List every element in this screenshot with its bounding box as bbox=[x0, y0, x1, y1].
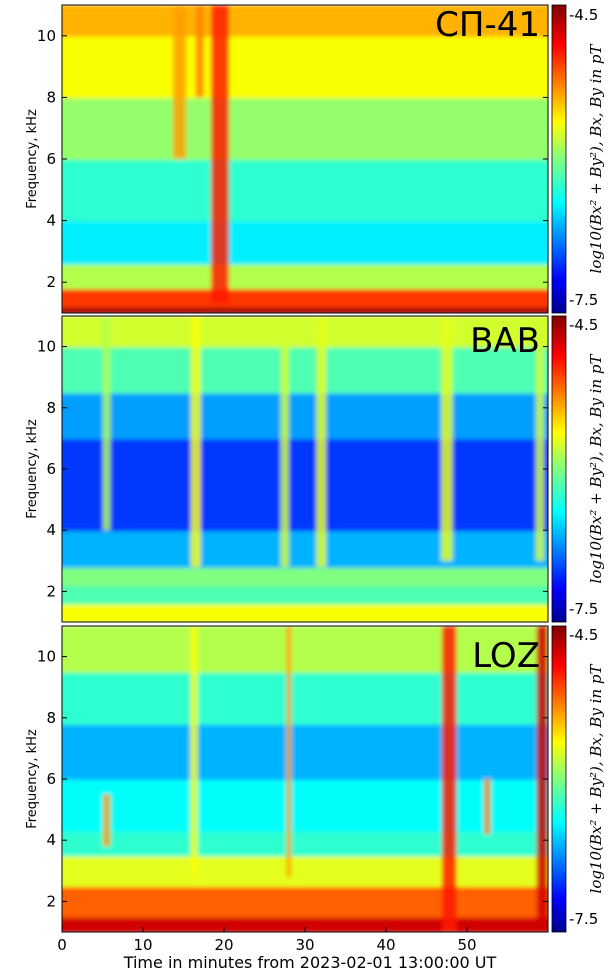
band-2 bbox=[62, 855, 548, 888]
y-tick-label: 4 bbox=[46, 831, 56, 849]
band-5 bbox=[62, 392, 548, 440]
colorbar-min-bab: -7.5 bbox=[569, 600, 598, 618]
colorbar-min-loz: -7.5 bbox=[569, 910, 598, 928]
band-6 bbox=[62, 35, 548, 99]
y-tick-label: 8 bbox=[46, 399, 56, 417]
x-tick-label: 30 bbox=[295, 936, 314, 954]
station-label-bab: BAB bbox=[470, 321, 540, 361]
colorbar-sp41 bbox=[551, 4, 567, 314]
burst-2 bbox=[286, 626, 292, 877]
x-tick-label: 40 bbox=[376, 936, 395, 954]
band-2 bbox=[62, 263, 548, 290]
y-tick-label: 2 bbox=[46, 273, 56, 291]
band-4 bbox=[62, 159, 548, 222]
burst-0 bbox=[211, 5, 229, 304]
band-1 bbox=[62, 886, 548, 918]
station-label-sp41: СП-41 bbox=[435, 5, 540, 45]
burst-5 bbox=[535, 316, 544, 561]
burst-4 bbox=[484, 779, 491, 835]
colorbar-max-sp41: -4.5 bbox=[569, 6, 598, 24]
band-4 bbox=[62, 438, 548, 532]
burst-1 bbox=[190, 626, 198, 877]
band-7 bbox=[62, 316, 548, 348]
band-2 bbox=[62, 566, 548, 587]
y-tick-label: 8 bbox=[46, 709, 56, 727]
band-6 bbox=[62, 671, 548, 725]
x-tick-label: 0 bbox=[57, 936, 67, 954]
y-tick-label: 10 bbox=[37, 27, 56, 45]
band-5 bbox=[62, 97, 548, 160]
band-3 bbox=[62, 220, 548, 265]
panel-sp41: 2 4 6 8 10 Frequency, kHz СП-41 -4.5 -7.5 lo… bbox=[25, 4, 605, 314]
burst-4 bbox=[441, 316, 453, 561]
x-tick-label: 20 bbox=[214, 936, 233, 954]
x-axis-label: Time in minutes from 2023-02-01 13:00:00… bbox=[123, 953, 497, 972]
y-tick-label: 6 bbox=[46, 770, 56, 788]
y-ticks-loz: 2 4 6 8 10 bbox=[37, 648, 548, 910]
colorbar-max-bab: -4.5 bbox=[569, 316, 598, 334]
spectrogram-bab bbox=[62, 316, 548, 622]
colorbar-label-loz: log10(Bx² + By²), Bx, By in pT bbox=[587, 664, 605, 894]
colorbar-bab bbox=[551, 315, 567, 623]
colorbar-label-bab: log10(Bx² + By²), Bx, By in pT bbox=[587, 354, 605, 584]
colorbar-min-sp41: -7.5 bbox=[569, 291, 598, 309]
band-0 bbox=[62, 603, 548, 622]
y-tick-label: 6 bbox=[46, 150, 56, 168]
burst-3 bbox=[441, 626, 457, 932]
panel-loz: 2 4 6 8 10 0 10 20 30 40 50 Frequency, kHz LOZ -4… bbox=[25, 625, 605, 954]
colorbar-label-sp41: log10(Bx² + By²), Bx, By in pT bbox=[587, 44, 605, 274]
y-tick-label: 2 bbox=[46, 892, 56, 910]
y-tick-label: 4 bbox=[46, 212, 56, 230]
band-7 bbox=[62, 5, 548, 37]
band-6 bbox=[62, 346, 548, 394]
burst-2 bbox=[280, 316, 289, 567]
y-tick-label: 4 bbox=[46, 521, 56, 539]
burst-5 bbox=[536, 626, 548, 932]
burst-1 bbox=[190, 316, 201, 567]
colorbar-loz bbox=[551, 625, 567, 933]
band-7 bbox=[62, 626, 548, 673]
y-tick-label: 10 bbox=[37, 648, 56, 666]
colorbar-max-loz: -4.5 bbox=[569, 626, 598, 644]
band-5 bbox=[62, 723, 548, 780]
band-1 bbox=[62, 288, 548, 308]
y-ticks-bab: 2 4 6 8 10 bbox=[37, 338, 548, 600]
burst-2 bbox=[195, 5, 204, 98]
band-0 bbox=[62, 306, 548, 313]
y-tick-label: 10 bbox=[37, 338, 56, 356]
band-1 bbox=[62, 585, 548, 605]
x-tick-label: 10 bbox=[133, 936, 152, 954]
y-tick-label: 8 bbox=[46, 88, 56, 106]
x-ticks-loz: 0 10 20 30 40 50 bbox=[57, 927, 477, 954]
band-3 bbox=[62, 831, 548, 857]
spectrogram-loz bbox=[62, 626, 548, 932]
burst-0 bbox=[102, 794, 111, 847]
y-ticks-sp41: 2 4 6 8 10 bbox=[37, 27, 548, 291]
panel-bab: 2 4 6 8 10 Frequency, kHz BAB -4.5 -7.5 log1… bbox=[25, 315, 605, 623]
band-3 bbox=[62, 530, 548, 568]
band-0 bbox=[62, 916, 548, 932]
x-tick-label: 50 bbox=[457, 936, 476, 954]
band-4 bbox=[62, 779, 548, 833]
burst-1 bbox=[172, 5, 186, 159]
y-axis-label-loz: Frequency, kHz bbox=[25, 729, 40, 829]
spectrogram-sp41 bbox=[62, 5, 548, 313]
station-label-loz: LOZ bbox=[472, 636, 540, 676]
y-axis-label-sp41: Frequency, kHz bbox=[25, 109, 40, 209]
burst-0 bbox=[102, 316, 111, 531]
y-axis-label-bab: Frequency, kHz bbox=[25, 419, 40, 519]
burst-3 bbox=[316, 316, 327, 567]
y-tick-label: 2 bbox=[46, 582, 56, 600]
y-tick-label: 6 bbox=[46, 460, 56, 478]
